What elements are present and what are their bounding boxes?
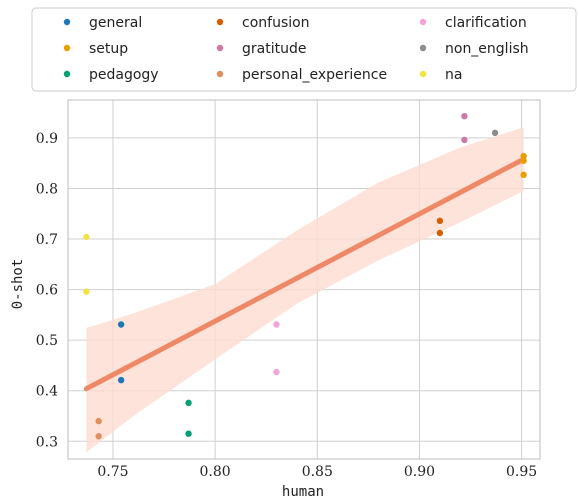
legend-label-confusion: confusion	[242, 15, 310, 31]
legend: general setup pedagogy confusion gratitude pe…	[31, 7, 577, 92]
data-point-clarification	[273, 368, 280, 376]
legend-marker-gratitude	[216, 44, 224, 52]
legend-label-pedagogy: pedagogy	[89, 67, 159, 83]
legend-marker-personal_experience	[216, 70, 224, 78]
data-point-personal_experience	[95, 417, 102, 425]
y-tick-label: 0.8	[36, 181, 58, 197]
legend-label-non_english: non_english	[445, 41, 529, 57]
x-tick-label: 0.85	[302, 464, 333, 480]
legend-marker-general	[63, 18, 71, 26]
y-tick-label: 0.4	[36, 384, 58, 400]
data-point-setup	[520, 152, 527, 160]
legend-label-gratitude: gratitude	[242, 41, 306, 57]
data-point-na	[83, 288, 90, 295]
legend-label-personal_experience: personal_experience	[242, 67, 387, 83]
x-tick-label: 0.95	[506, 464, 537, 480]
data-points	[83, 112, 527, 440]
x-axis-label: human	[282, 484, 324, 500]
data-point-clarification	[273, 321, 280, 328]
data-point-na	[83, 233, 90, 241]
regression-line	[83, 156, 527, 392]
data-point-gratitude	[461, 136, 468, 144]
confidence-band	[86, 127, 524, 453]
legend-marker-clarification	[419, 18, 427, 26]
x-tick-label: 0.80	[200, 464, 231, 480]
y-tick-label: 0.7	[36, 232, 58, 248]
legend-marker-na	[419, 70, 427, 78]
data-point-pedagogy	[185, 430, 192, 437]
y-axis-label: 0-shot	[10, 259, 26, 310]
legend-label-general: general	[89, 15, 142, 31]
y-tick-label: 0.5	[36, 333, 58, 349]
y-tick-label: 0.3	[36, 434, 58, 450]
legend-label-na: na	[445, 67, 462, 83]
data-point-personal_experience	[95, 433, 102, 440]
x-tick-label: 0.75	[97, 464, 128, 480]
data-point-non_english	[491, 129, 499, 137]
y-tick-label: 0.6	[36, 283, 58, 299]
x-tick-labels: 0.75 0.80 0.85 0.90 0.95	[97, 464, 537, 480]
y-tick-label: 0.9	[36, 131, 58, 147]
legend-marker-confusion	[216, 18, 224, 26]
data-point-pedagogy	[185, 399, 192, 407]
data-point-gratitude	[461, 112, 468, 120]
data-point-confusion	[436, 217, 444, 225]
legend-label-setup: setup	[89, 41, 128, 57]
regression-line-stroke	[83, 156, 527, 392]
legend-marker-setup	[63, 44, 71, 52]
y-tick-labels: 0.3 0.4 0.5 0.6 0.7 0.8 0.9	[36, 131, 58, 450]
data-point-general	[117, 376, 125, 384]
axes	[67, 99, 541, 460]
legend-box	[31, 7, 577, 92]
confidence-band-area	[86, 127, 524, 453]
data-point-general	[117, 321, 125, 328]
data-point-setup	[520, 157, 527, 164]
legend-marker-non_english	[419, 44, 427, 52]
data-point-setup	[520, 171, 527, 179]
x-tick-label: 0.90	[404, 464, 435, 480]
data-point-confusion	[436, 229, 444, 237]
legend-marker-pedagogy	[63, 70, 71, 78]
legend-label-clarification: clarification	[445, 15, 527, 31]
plot-frame	[67, 99, 541, 460]
